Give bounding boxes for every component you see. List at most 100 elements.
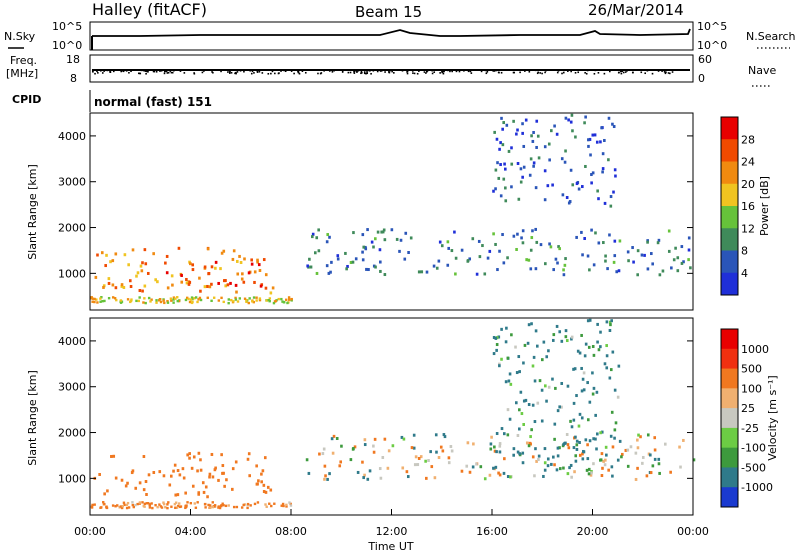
echo-cell	[498, 147, 501, 151]
ground-scatter-cell	[289, 504, 293, 507]
echo-cell	[692, 458, 696, 462]
echo-cell	[506, 475, 510, 479]
echo-cell	[429, 450, 432, 454]
echo-cell	[366, 228, 369, 232]
echo-cell	[135, 274, 138, 278]
nave-point	[290, 70, 293, 72]
nave-point	[147, 70, 149, 73]
nave-point	[193, 72, 195, 74]
nave-point	[671, 71, 674, 73]
nave-point	[439, 72, 441, 74]
echo-cell	[581, 452, 584, 456]
echo-cell	[145, 492, 148, 496]
ground-scatter-cell	[99, 297, 102, 300]
echo-cell	[120, 478, 124, 482]
nave-point	[416, 72, 419, 75]
echo-cell	[362, 245, 366, 249]
nave-point	[528, 70, 531, 73]
echo-cell	[156, 280, 159, 284]
echo-cell	[231, 257, 235, 261]
echo-cell	[569, 168, 573, 172]
echo-cell	[588, 400, 592, 404]
echo-cell	[383, 238, 387, 242]
colorbar-swatch	[721, 487, 738, 508]
echo-cell	[248, 474, 251, 478]
ground-scatter-cell	[234, 298, 238, 301]
echo-cell	[107, 277, 111, 281]
nave-point	[96, 70, 98, 73]
echo-cell	[570, 113, 574, 117]
echo-cell	[152, 470, 156, 474]
echo-cell	[468, 257, 472, 261]
nave-point	[256, 71, 259, 73]
echo-cell	[460, 469, 464, 473]
echo-cell	[498, 364, 501, 368]
echo-cell	[379, 476, 383, 480]
echo-cell	[599, 345, 602, 349]
nave-point	[431, 69, 433, 72]
nave-point	[661, 70, 663, 72]
nave-point	[498, 71, 500, 74]
ground-scatter-cell	[253, 502, 257, 506]
echo-cell	[269, 291, 273, 295]
nave-point	[271, 70, 274, 73]
echo-cell	[517, 355, 521, 359]
echo-cell	[538, 379, 542, 383]
ground-scatter-cell	[120, 506, 124, 510]
echo-cell	[636, 249, 640, 253]
nave-point	[360, 72, 362, 75]
echo-cell	[555, 468, 559, 472]
nave-point	[406, 71, 408, 73]
colorbar-swatch	[721, 388, 738, 409]
nave-point	[563, 69, 565, 72]
echo-cell	[620, 452, 624, 456]
nave-point	[543, 69, 545, 71]
echo-cell	[617, 269, 621, 273]
echo-cell	[143, 248, 147, 252]
echo-cell	[518, 427, 521, 431]
echo-cell	[190, 466, 194, 470]
echo-cell	[500, 327, 503, 331]
nave-point	[470, 72, 473, 74]
nave-point	[603, 72, 606, 75]
echo-cell	[596, 189, 599, 193]
echo-cell	[640, 253, 644, 257]
nave-point	[353, 72, 356, 74]
echo-cell	[372, 245, 375, 249]
echo-cell	[363, 473, 366, 477]
echo-cell	[317, 228, 320, 232]
echo-cell	[518, 370, 521, 374]
echo-cell	[676, 269, 680, 273]
echo-cell	[192, 455, 196, 459]
nave-point	[657, 70, 660, 72]
echo-cell	[185, 277, 188, 281]
echo-cell	[221, 471, 224, 475]
echo-cell	[581, 457, 585, 461]
echo-cell	[315, 236, 319, 240]
ground-scatter-cell	[286, 301, 289, 305]
echo-cell	[142, 455, 146, 459]
ground-scatter-cell	[196, 501, 199, 504]
ground-scatter-cell	[91, 300, 94, 303]
echo-cell	[449, 445, 453, 449]
echo-cell	[165, 271, 169, 275]
ground-scatter-cell	[185, 505, 188, 509]
ground-scatter-cell	[232, 505, 236, 509]
echo-cell	[255, 464, 258, 468]
echo-cell	[574, 454, 578, 458]
nave-point	[441, 71, 444, 74]
echo-cell	[494, 187, 497, 191]
ground-scatter-cell	[220, 504, 223, 507]
echo-cell	[329, 270, 332, 274]
echo-cell	[186, 453, 189, 457]
echo-cell	[553, 437, 556, 441]
echo-cell	[353, 445, 357, 449]
echo-cell	[544, 384, 547, 388]
echo-cell	[214, 260, 218, 264]
ground-scatter-cell	[189, 501, 193, 505]
echo-cell	[602, 459, 605, 463]
echo-cell	[264, 490, 268, 494]
nave-point	[353, 70, 356, 73]
echo-cell	[590, 173, 593, 177]
